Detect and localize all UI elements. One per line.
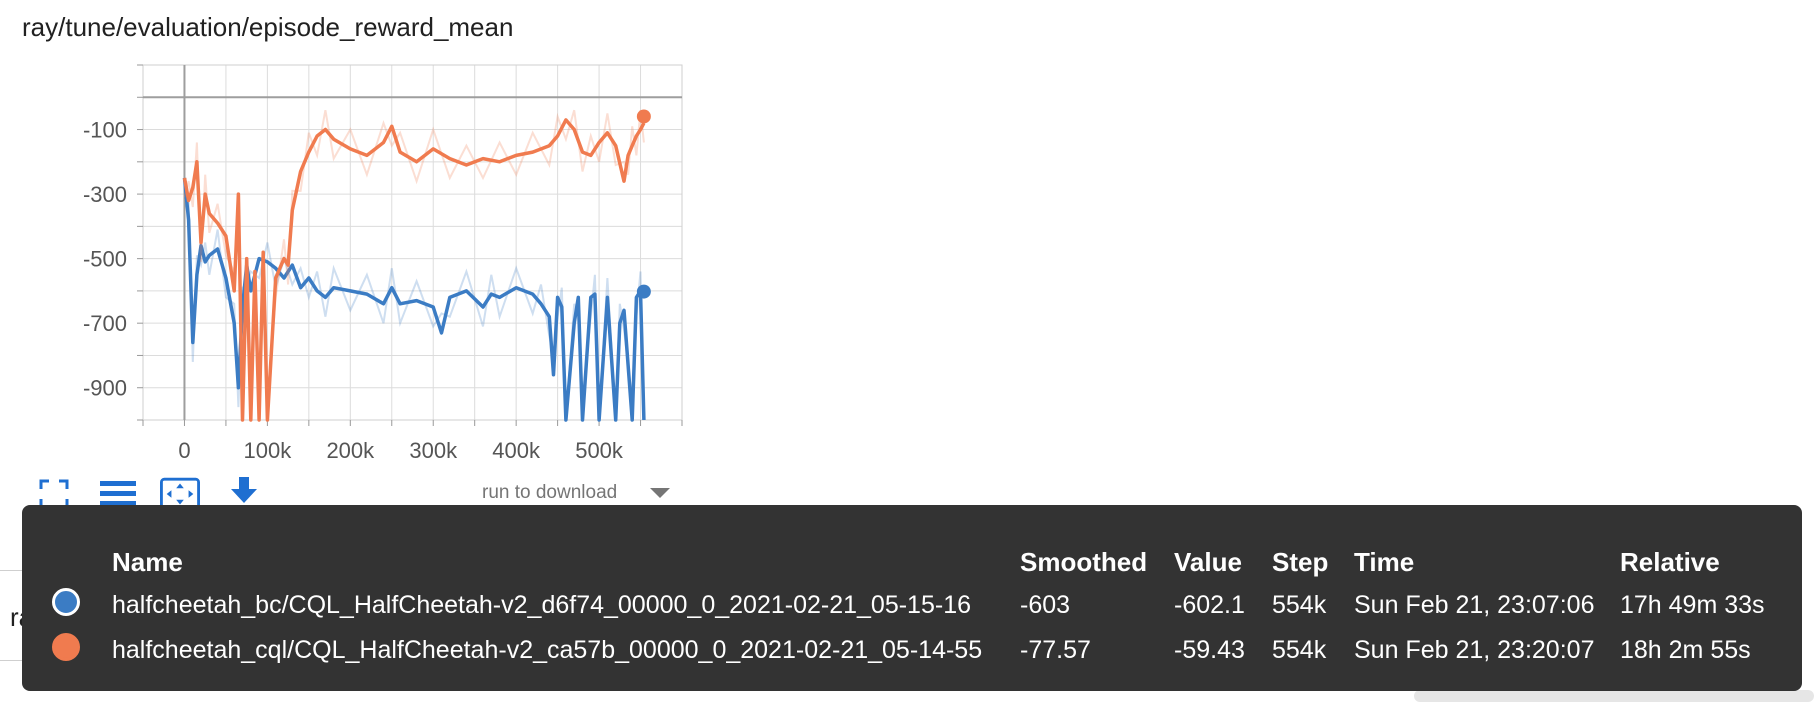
y-tick-label: -700 xyxy=(83,311,127,336)
row-value: -59.43 xyxy=(1174,636,1245,664)
header-relative: Relative xyxy=(1620,547,1720,577)
series-color-dot xyxy=(52,633,80,661)
row-name: halfcheetah_bc/CQL_HalfCheetah-v2_d6f74_… xyxy=(112,591,971,619)
row-name: halfcheetah_cql/CQL_HalfCheetah-v2_ca57b… xyxy=(112,636,983,664)
chart-axes xyxy=(137,64,683,426)
row-step: 554k xyxy=(1272,636,1327,664)
run-select-label: run to download xyxy=(482,482,618,503)
row-relative: 18h 2m 55s xyxy=(1620,636,1751,664)
fullscreen-icon xyxy=(39,479,69,509)
header-smoothed: Smoothed xyxy=(1020,547,1148,577)
header-value: Value xyxy=(1174,547,1242,577)
row-smoothed: -603 xyxy=(1020,591,1071,619)
header-step: Step xyxy=(1272,547,1329,577)
line-chart[interactable]: -100 -300 -500 -700 -900 0 100k 200k 300k 400k 500… xyxy=(0,0,700,470)
divider xyxy=(0,660,40,661)
row-step: 554k xyxy=(1272,591,1327,619)
divider xyxy=(0,570,40,571)
chart-grid xyxy=(142,64,683,421)
row-time: Sun Feb 21, 23:20:07 xyxy=(1354,636,1595,664)
y-tick-label: -900 xyxy=(83,376,127,401)
chart-title: ray/tune/evaluation/episode_reward_mean xyxy=(22,12,514,42)
y-tick-label: -300 xyxy=(83,182,127,207)
x-tick-label: 200k xyxy=(326,438,375,463)
series-color-dot xyxy=(52,588,80,616)
fullscreen-button[interactable] xyxy=(34,474,74,514)
x-tick-label: 300k xyxy=(409,438,458,463)
row-value: -602.1 xyxy=(1174,591,1245,619)
series-end-marker xyxy=(636,284,651,299)
x-tick-label: 400k xyxy=(492,438,541,463)
toggle-data-table-button[interactable] xyxy=(98,474,138,514)
series-line xyxy=(182,118,646,422)
chart-series xyxy=(182,109,651,422)
series-end-marker xyxy=(636,109,651,124)
header-name: Name xyxy=(112,547,183,577)
x-tick-label: 0 xyxy=(178,438,190,463)
row-relative: 17h 49m 33s xyxy=(1620,591,1765,619)
row-smoothed: -77.57 xyxy=(1020,636,1091,664)
x-tick-label: 100k xyxy=(244,438,293,463)
horizontal-scrollbar[interactable] xyxy=(1414,690,1814,702)
list-icon xyxy=(100,481,136,506)
chevron-down-icon xyxy=(650,488,670,498)
plot-frame xyxy=(142,64,683,421)
chart-tick-labels: -100 -300 -500 -700 -900 0 100k 200k 300k 400k 500… xyxy=(83,118,624,463)
series-line xyxy=(182,177,646,422)
chart-tooltip: Name Smoothed Value Step Time Relative h… xyxy=(22,505,1802,691)
header-time: Time xyxy=(1354,547,1415,577)
y-tick-label: -500 xyxy=(83,247,127,272)
y-tick-label: -100 xyxy=(83,118,127,143)
x-tick-label: 500k xyxy=(575,438,624,463)
row-time: Sun Feb 21, 23:07:06 xyxy=(1354,591,1595,619)
